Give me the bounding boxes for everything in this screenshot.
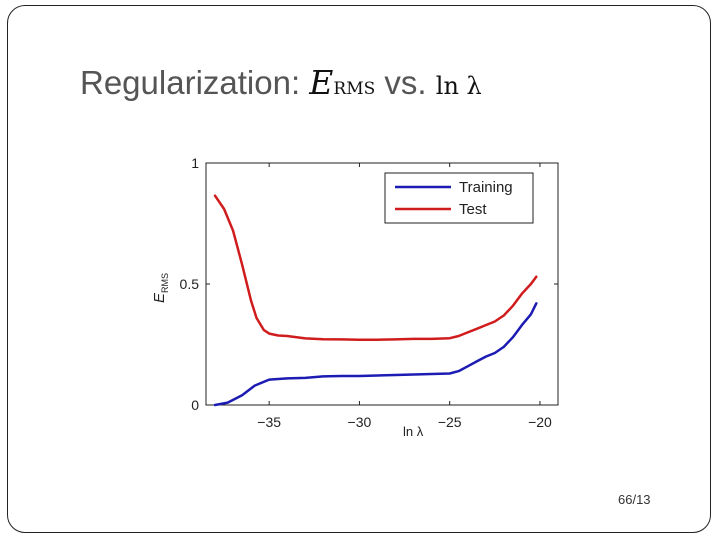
legend-label-test: Test [459,201,487,218]
series-line-test [213,194,538,341]
series-lines [213,194,538,407]
title-math-letter: E [309,63,334,102]
series-line-training [213,302,538,407]
x-tick-label: −30 [348,414,372,430]
slide-title: Regularization: ERMS vs. ln λ [80,58,482,108]
y-axis-label-sub: RMS [160,273,170,293]
chart: 00.51 −35 −30 −25 −20 Training Test ln λ E … [151,155,559,439]
x-tick-label: −35 [257,414,281,430]
x-axis-ticks: −35 −30 −25 −20 [257,163,552,430]
title-math-sub: RMS [333,79,376,99]
y-tick-label: 0.5 [180,276,200,292]
page-number: 66/13 [618,492,651,507]
y-axis-label: E RMS [151,273,170,303]
legend: Training Test [384,172,534,224]
y-axis-label-letter: E [151,292,168,303]
y-tick-label: 1 [191,155,199,171]
y-tick-label: 0 [191,397,199,413]
title-prefix: Regularization: [80,64,301,101]
x-axis-label: ln λ [403,424,424,439]
x-tick-label: −25 [438,414,462,430]
x-tick-label: −20 [528,414,552,430]
y-axis-ticks: 00.51 [180,155,558,413]
title-math-ln: ln λ [435,72,482,100]
legend-label-training: Training [459,179,513,196]
title-vs: vs. [384,64,427,101]
legend-box [384,172,534,224]
